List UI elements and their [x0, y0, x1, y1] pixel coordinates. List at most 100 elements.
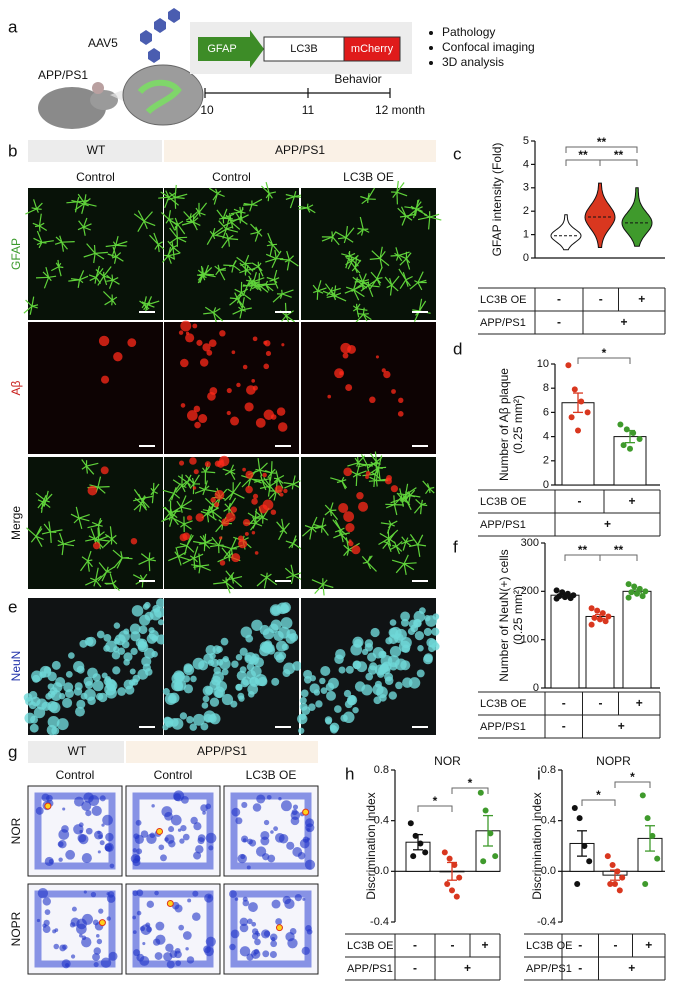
heatmap-spot [99, 840, 105, 846]
heatmap [125, 883, 221, 975]
condition-cell: + [628, 961, 635, 975]
condition-name: APP/PS1 [480, 317, 526, 329]
astrocyte [23, 296, 39, 315]
neuron [96, 630, 105, 639]
heatmap-spot [102, 814, 113, 826]
panel-label: f [453, 537, 458, 556]
heatmap-spot [178, 924, 185, 931]
neuron [239, 647, 248, 656]
neuron [144, 647, 155, 659]
condition-cell: - [413, 938, 417, 952]
plaque [92, 542, 101, 550]
plaque [186, 410, 198, 421]
heatmap-spot [205, 936, 216, 947]
heatmap-spot [107, 891, 115, 898]
astrocyte [409, 271, 427, 291]
plaque [365, 475, 370, 479]
timeline-label: 11 [302, 103, 315, 117]
astrocyte [354, 307, 372, 324]
plaque [251, 379, 256, 383]
astrocyte [311, 578, 334, 596]
heatmap-spot [105, 846, 110, 851]
neuron [352, 660, 362, 670]
reporter-box [343, 36, 401, 62]
astrocyte [279, 302, 296, 328]
heatmap-spot [99, 795, 106, 802]
heatmap-spot [271, 899, 281, 909]
y-tick-label: 8 [543, 382, 549, 394]
heatmap-spot [160, 854, 167, 862]
neuron [343, 689, 352, 698]
neuron [148, 627, 155, 634]
vector-label: AAV5 [88, 36, 118, 50]
neuron [156, 634, 167, 645]
neuron [76, 665, 85, 674]
astrocyte [349, 463, 367, 487]
neuron [251, 619, 263, 631]
heatmap-spot [42, 897, 51, 906]
plaque [342, 352, 349, 359]
plaque [398, 397, 404, 403]
astrocyte [57, 532, 76, 556]
neuron [283, 662, 296, 675]
y-tick-label: 2 [543, 455, 549, 467]
construct-label: LC3B [290, 43, 318, 55]
neuron [106, 679, 118, 692]
heatmap-spot [93, 961, 99, 968]
heatmap-spot [304, 859, 316, 870]
heatmap-spot [62, 807, 66, 811]
heatmap-spot [187, 898, 192, 903]
astrocyte [222, 464, 236, 480]
bullet [429, 46, 433, 50]
astrocyte [273, 470, 285, 489]
y-tick-label: 0.8 [374, 764, 389, 776]
heatmap-spot [108, 951, 118, 961]
astrocyte [202, 505, 222, 519]
plaque [381, 368, 386, 373]
neuron [33, 706, 46, 719]
heatmap-spot [42, 923, 47, 928]
astrocyte [33, 230, 54, 249]
neuron [141, 656, 152, 667]
data-point [417, 840, 424, 847]
significance-label: * [433, 794, 438, 808]
plaque [230, 506, 237, 513]
neuron [29, 723, 39, 733]
astrocyte [203, 306, 224, 325]
heatmap-spot [306, 928, 313, 935]
astrocyte [242, 278, 259, 297]
astrocyte [176, 534, 195, 556]
astrocyte [35, 490, 53, 510]
row-label: NOR [9, 817, 23, 844]
heatmap-spot [100, 957, 112, 968]
neuron [62, 697, 73, 709]
astrocyte [384, 275, 400, 296]
heatmap-spot [248, 902, 258, 912]
construct-label: mCherry [351, 43, 394, 55]
plaque [343, 467, 353, 477]
data-point [574, 881, 581, 887]
plaque [98, 335, 110, 347]
plaque [340, 342, 352, 354]
astrocyte [223, 260, 241, 273]
plaque [242, 364, 248, 370]
neuron [361, 684, 373, 696]
heatmap-spot [305, 818, 315, 828]
heatmap-spot [173, 793, 182, 801]
condition-cell: - [413, 961, 417, 975]
astrocyte [241, 470, 262, 488]
neuron [240, 679, 249, 688]
plaque [262, 472, 267, 478]
heatmap-spot [239, 923, 249, 933]
heatmap-spot [246, 865, 251, 870]
astrocyte [272, 289, 294, 303]
data-point [620, 442, 627, 449]
plaque [356, 492, 364, 500]
data-point [644, 815, 651, 822]
astrocyte [215, 216, 239, 239]
plaque [178, 330, 184, 335]
astrocyte [54, 235, 75, 252]
heatmap-spot [61, 825, 69, 833]
neuron [117, 687, 126, 696]
astrocyte [348, 256, 362, 274]
